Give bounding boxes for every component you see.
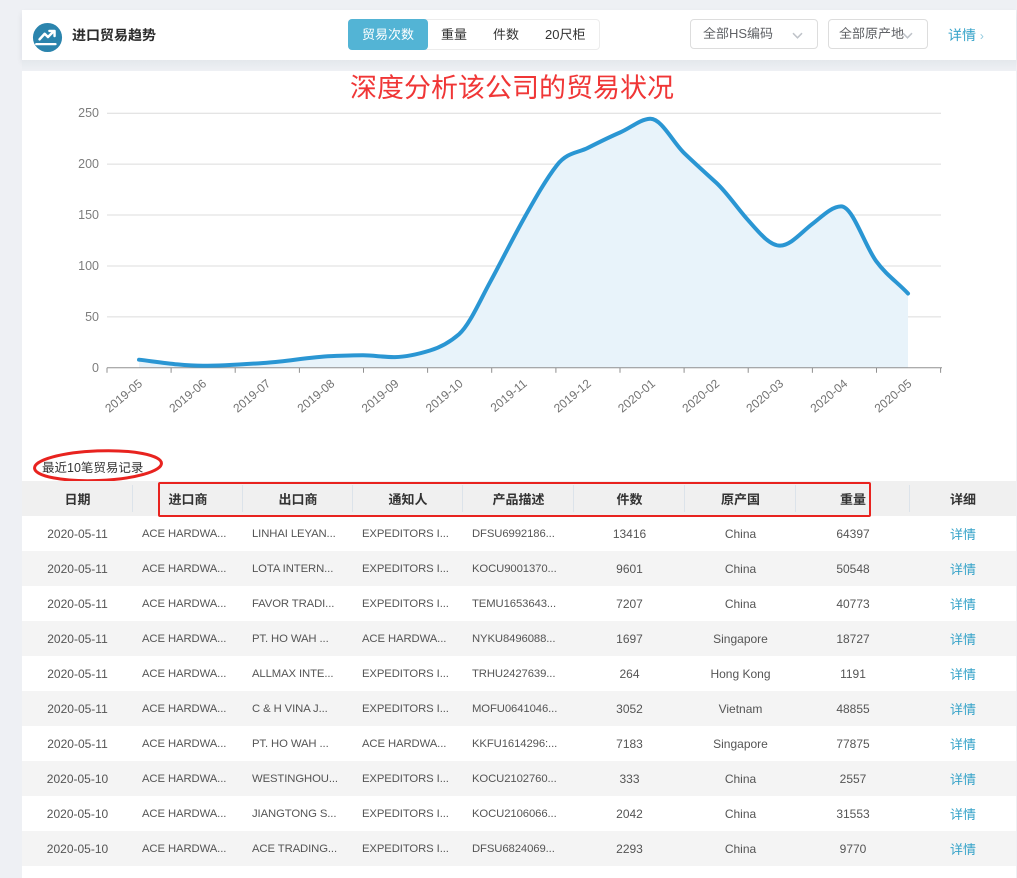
svg-text:2020-03: 2020-03 <box>743 376 786 415</box>
svg-text:200: 200 <box>78 157 99 171</box>
svg-text:150: 150 <box>78 208 99 222</box>
svg-text:100: 100 <box>78 259 99 273</box>
svg-text:2019-05: 2019-05 <box>102 376 145 415</box>
svg-text:0: 0 <box>92 361 99 375</box>
svg-text:2019-10: 2019-10 <box>423 376 466 415</box>
svg-text:2020-04: 2020-04 <box>808 376 851 415</box>
svg-text:2019-12: 2019-12 <box>551 376 594 415</box>
svg-text:2020-01: 2020-01 <box>615 376 658 415</box>
svg-text:2020-05: 2020-05 <box>872 376 915 415</box>
svg-text:2019-11: 2019-11 <box>488 376 530 415</box>
svg-text:250: 250 <box>78 106 99 120</box>
svg-text:2019-07: 2019-07 <box>230 376 273 415</box>
svg-text:2020-02: 2020-02 <box>679 376 722 415</box>
svg-text:50: 50 <box>85 310 99 324</box>
svg-text:2019-06: 2019-06 <box>166 376 209 415</box>
svg-text:2019-08: 2019-08 <box>295 376 338 415</box>
svg-text:2019-09: 2019-09 <box>359 376 402 415</box>
